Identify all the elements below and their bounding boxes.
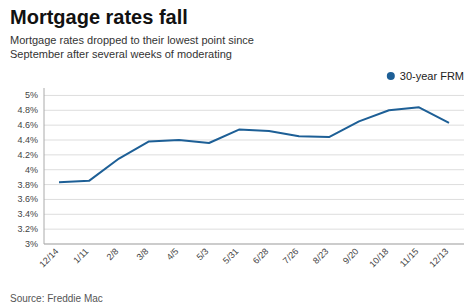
x-tick-label: 4/5	[164, 246, 180, 262]
y-tick-label: 4.4%	[17, 135, 38, 145]
plot-data	[59, 107, 449, 182]
subtitle-line: Mortgage rates dropped to their lowest p…	[10, 34, 254, 46]
y-tick-label: 4.2%	[17, 150, 38, 160]
x-tick-label: 10/18	[367, 246, 390, 269]
x-tick-label: 2/8	[104, 246, 120, 262]
y-tick-label: 3.4%	[17, 209, 38, 219]
line	[59, 107, 449, 182]
x-tick-label: 8/23	[311, 246, 330, 265]
x-tick-label: 9/20	[341, 246, 360, 265]
y-tick-label: 3.2%	[17, 224, 38, 234]
grid-line	[44, 244, 464, 245]
y-grid	[44, 95, 464, 244]
x-tick-label: 5/3	[194, 246, 210, 262]
grid-line	[44, 184, 464, 185]
x-tick-label: 1/11	[71, 246, 90, 265]
legend-label: 30-year FRM	[400, 70, 464, 82]
y-tick-label: 3.8%	[17, 180, 38, 190]
subtitle-line: September after several weeks of moderat…	[10, 48, 232, 60]
x-tick-label: 5/31	[221, 246, 240, 265]
y-axis-line	[44, 88, 45, 244]
chart: Mortgage rates fall Mortgage rates droppe…	[0, 0, 474, 308]
grid-line	[44, 125, 464, 126]
x-axis-line	[44, 244, 464, 245]
y-tick-label: 3%	[25, 239, 38, 249]
y-tick-label: 3.6%	[17, 194, 38, 204]
x-tick-label: 11/15	[398, 246, 421, 269]
x-tick-label: 7/26	[281, 246, 300, 265]
title: Mortgage rates fall	[10, 6, 188, 28]
y-tick-label: 5%	[25, 90, 38, 100]
grid-line	[44, 199, 464, 200]
x-tick-label: 3/8	[134, 246, 150, 262]
x-tick-label: 12/13	[427, 246, 450, 269]
x-tick-label: 6/28	[251, 246, 270, 265]
grid-line	[44, 214, 464, 215]
y-tick-label: 4.8%	[17, 105, 38, 115]
y-tick-label: 4%	[25, 165, 38, 175]
grid-line	[44, 169, 464, 170]
source: Source: Freddie Mac	[10, 293, 103, 304]
legend: 30-year FRM	[387, 70, 464, 82]
legend-swatch	[387, 72, 395, 80]
x-tick-label: 12/14	[37, 246, 60, 269]
grid-line	[44, 229, 464, 230]
y-tick-label: 4.6%	[17, 120, 38, 130]
subtitle: Mortgage rates dropped to their lowest p…	[10, 34, 254, 60]
grid-line	[44, 95, 464, 96]
grid-line	[44, 140, 464, 141]
grid-line	[44, 154, 464, 155]
